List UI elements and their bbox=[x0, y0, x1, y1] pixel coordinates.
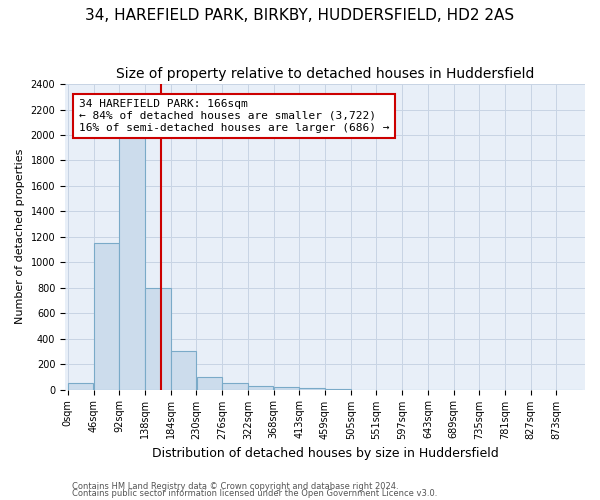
Text: 34, HAREFIELD PARK, BIRKBY, HUDDERSFIELD, HD2 2AS: 34, HAREFIELD PARK, BIRKBY, HUDDERSFIELD… bbox=[85, 8, 515, 22]
Bar bbox=[119, 135, 145, 390]
Bar bbox=[145, 288, 170, 390]
Text: Contains public sector information licensed under the Open Government Licence v3: Contains public sector information licen… bbox=[72, 489, 437, 498]
Text: Contains HM Land Registry data © Crown copyright and database right 2024.: Contains HM Land Registry data © Crown c… bbox=[72, 482, 398, 491]
Y-axis label: Number of detached properties: Number of detached properties bbox=[15, 149, 25, 324]
Bar bbox=[94, 243, 119, 390]
Bar bbox=[222, 383, 248, 390]
Bar bbox=[274, 387, 299, 390]
Text: 34 HAREFIELD PARK: 166sqm
← 84% of detached houses are smaller (3,722)
16% of se: 34 HAREFIELD PARK: 166sqm ← 84% of detac… bbox=[79, 100, 389, 132]
Title: Size of property relative to detached houses in Huddersfield: Size of property relative to detached ho… bbox=[116, 68, 534, 82]
Bar bbox=[299, 388, 325, 390]
Bar bbox=[171, 352, 196, 390]
X-axis label: Distribution of detached houses by size in Huddersfield: Distribution of detached houses by size … bbox=[152, 447, 499, 460]
Bar bbox=[197, 377, 222, 390]
Bar bbox=[325, 389, 350, 390]
Bar bbox=[68, 383, 94, 390]
Bar bbox=[248, 386, 274, 390]
